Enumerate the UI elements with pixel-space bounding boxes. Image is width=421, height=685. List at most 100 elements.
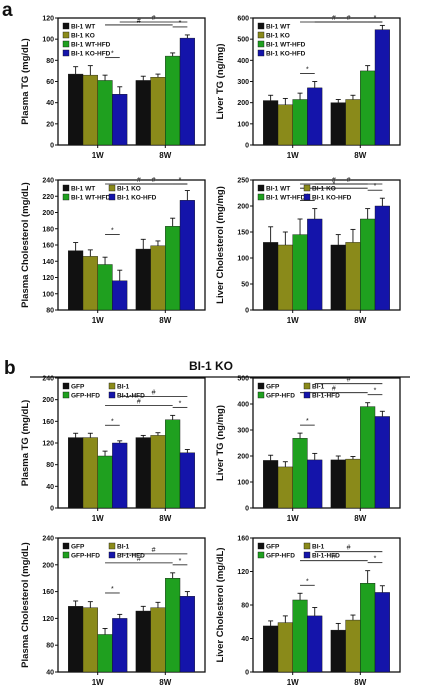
legend-label: BI-1 WT-HFD — [71, 195, 111, 202]
y-axis-label: Plasma Cholesterol (mg/dL) — [20, 182, 31, 308]
bar — [135, 610, 151, 673]
plot-frame — [57, 537, 206, 673]
bar — [360, 583, 376, 673]
x-tick-label: 1W — [92, 151, 104, 160]
bar — [345, 242, 361, 311]
significance-mark: # — [152, 177, 156, 184]
x-tick-label: 8W — [159, 514, 171, 523]
legend-label: BI-1 KO — [266, 33, 290, 40]
y-tick-label: 150 — [237, 230, 249, 237]
y-tick-label: 0 — [245, 670, 249, 677]
legend-swatch — [108, 184, 116, 192]
bar — [179, 200, 195, 311]
y-axis-label: Plasma TG (mg/dL) — [20, 400, 31, 487]
legend-label: GFP — [71, 544, 85, 551]
legend-swatch — [257, 22, 265, 30]
bar — [292, 99, 308, 146]
bar — [112, 280, 128, 311]
legend-swatch — [62, 49, 70, 57]
bar — [165, 419, 181, 509]
legend-swatch — [108, 382, 116, 390]
significance-mark: # — [332, 177, 336, 184]
bar — [179, 452, 195, 509]
bar — [374, 416, 390, 509]
legend-swatch — [62, 382, 70, 390]
bar — [135, 437, 151, 509]
legend-swatch — [62, 542, 70, 550]
bar — [292, 438, 308, 509]
legend-swatch — [108, 193, 116, 201]
significance-mark: * — [374, 388, 377, 395]
y-tick-label: 400 — [237, 58, 249, 65]
y-tick-label: 60 — [46, 79, 54, 86]
bar — [112, 93, 128, 146]
legend-label: BI-1 WT-HFD — [266, 195, 306, 202]
significance-mark: # — [152, 15, 156, 22]
x-tick-label: 8W — [354, 151, 366, 160]
bar — [307, 459, 323, 509]
legend-label: GFP-HFD — [266, 393, 295, 400]
legend-swatch — [62, 31, 70, 39]
legend-label: BI-1 — [312, 544, 325, 551]
y-tick-label: 0 — [245, 506, 249, 513]
y-tick-label: 80 — [46, 58, 54, 65]
y-tick-label: 20 — [46, 121, 54, 128]
significance-mark: # — [347, 15, 351, 22]
y-tick-label: 120 — [42, 16, 54, 23]
legend-swatch — [257, 40, 265, 48]
significance-mark: # — [332, 15, 336, 22]
bar — [277, 104, 293, 146]
legend-label: GFP — [71, 384, 85, 391]
x-tick-label: 1W — [287, 678, 299, 685]
x-tick-label: 8W — [159, 316, 171, 325]
bar — [150, 245, 166, 311]
y-tick-label: 50 — [241, 282, 249, 289]
x-tick-label: 1W — [92, 514, 104, 523]
legend-label: BI-1 WT — [71, 186, 95, 193]
y-tick-label: 400 — [237, 402, 249, 409]
legend-label: BI-1 — [312, 384, 325, 391]
legend-swatch — [62, 40, 70, 48]
legend-label: BI-1-HFD — [117, 393, 145, 400]
legend-label: GFP-HFD — [71, 393, 100, 400]
bar — [277, 622, 293, 673]
legend-label: BI-1 WT — [266, 24, 290, 31]
bar — [330, 459, 346, 509]
legend-label: BI-1 KO — [312, 186, 336, 193]
legend-label: GFP — [266, 544, 280, 551]
legend-label: BI-1 — [117, 384, 130, 391]
y-axis-label: Plasma TG (mg/dL) — [20, 38, 31, 125]
y-tick-label: 40 — [46, 484, 54, 491]
significance-mark: * — [306, 418, 309, 425]
bar — [179, 37, 195, 146]
y-tick-label: 500 — [237, 37, 249, 44]
y-tick-label: 100 — [237, 121, 249, 128]
y-tick-label: 200 — [237, 204, 249, 211]
bar — [135, 248, 151, 311]
bar — [345, 458, 361, 509]
bar — [263, 100, 279, 146]
y-tick-label: 40 — [46, 670, 54, 677]
bar — [68, 250, 84, 311]
panel-letter-b: b — [4, 358, 16, 379]
y-axis-label: Liver Cholesterol (mg/dL) — [215, 547, 226, 662]
plot-frame — [252, 179, 401, 311]
y-tick-label: 250 — [237, 178, 249, 185]
significance-mark: * — [111, 418, 114, 425]
significance-mark: # — [347, 177, 351, 184]
bar — [150, 607, 166, 673]
significance-mark: * — [111, 51, 114, 58]
bar — [135, 80, 151, 146]
y-tick-label: 0 — [245, 308, 249, 315]
legend-label: BI-1 KO-HFD — [266, 51, 306, 58]
y-tick-label: 120 — [42, 616, 54, 623]
significance-mark: # — [332, 386, 336, 393]
bar — [68, 606, 84, 673]
significance-mark: # — [137, 18, 141, 25]
y-tick-label: 160 — [42, 419, 54, 426]
significance-mark: * — [306, 67, 309, 74]
legend-label: BI-1 WT-HFD — [71, 42, 111, 49]
bar — [179, 596, 195, 673]
bar — [82, 437, 98, 509]
x-tick-label: 1W — [287, 514, 299, 523]
